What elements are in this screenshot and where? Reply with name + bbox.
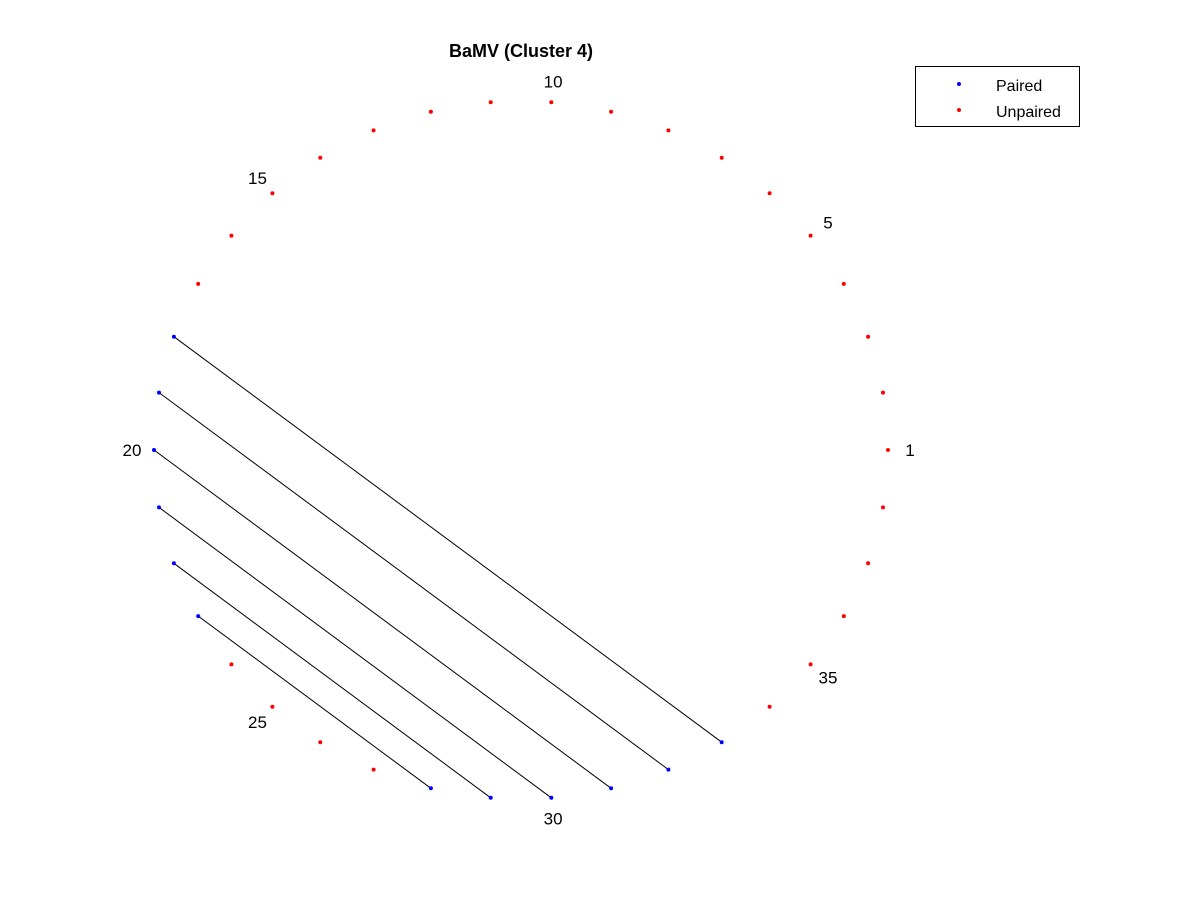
unpaired-point-24 xyxy=(229,662,234,667)
paired-point-28 xyxy=(428,786,433,791)
index-label-10: 10 xyxy=(544,72,563,91)
unpaired-point-11 xyxy=(488,100,493,105)
unpaired-point-37 xyxy=(866,561,871,566)
index-label-1: 1 xyxy=(905,441,914,460)
legend-box xyxy=(915,66,1080,127)
pair-line-21-30 xyxy=(158,506,552,799)
paired-point-33 xyxy=(719,740,724,745)
unpaired-point-34 xyxy=(767,704,772,709)
unpaired-point-26 xyxy=(318,740,323,745)
unpaired-point-25 xyxy=(270,704,275,709)
pair-lines xyxy=(153,336,722,799)
legend: Paired Unpaired xyxy=(915,66,1080,127)
index-label-25: 25 xyxy=(248,713,267,732)
index-label-20: 20 xyxy=(123,441,142,460)
paired-point-18 xyxy=(171,334,176,339)
unpaired-point-9 xyxy=(609,109,614,114)
legend-marker-unpaired xyxy=(957,108,961,112)
unpaired-point-16 xyxy=(229,233,234,238)
index-label-15: 15 xyxy=(248,169,267,188)
unpaired-point-3 xyxy=(866,334,871,339)
pair-line-20-31 xyxy=(153,449,612,789)
unpaired-point-7 xyxy=(719,155,724,160)
legend-label-unpaired: Unpaired xyxy=(996,104,1061,121)
unpaired-point-6 xyxy=(767,191,772,196)
pair-line-22-29 xyxy=(173,562,491,799)
unpaired-point-27 xyxy=(371,767,376,772)
unpaired-point-13 xyxy=(371,128,376,133)
points xyxy=(152,100,890,800)
unpaired-point-17 xyxy=(196,281,201,286)
paired-point-20 xyxy=(152,448,156,452)
paired-point-29 xyxy=(488,795,493,800)
paired-point-19 xyxy=(157,390,161,395)
index-label-35: 35 xyxy=(819,668,838,687)
paired-point-23 xyxy=(196,614,201,619)
unpaired-point-2 xyxy=(881,390,885,395)
unpaired-point-5 xyxy=(808,233,813,238)
unpaired-point-38 xyxy=(881,505,885,510)
unpaired-point-12 xyxy=(428,109,433,114)
unpaired-point-10 xyxy=(549,100,554,105)
paired-point-21 xyxy=(157,505,161,510)
unpaired-point-15 xyxy=(270,191,275,196)
unpaired-point-1 xyxy=(886,448,890,452)
unpaired-point-14 xyxy=(318,155,323,160)
legend-marker-paired xyxy=(957,82,961,86)
legend-label-paired: Paired xyxy=(996,78,1042,95)
unpaired-point-8 xyxy=(666,128,671,133)
paired-point-22 xyxy=(171,561,176,566)
unpaired-point-35 xyxy=(808,662,813,667)
unpaired-point-4 xyxy=(841,281,846,286)
paired-point-30 xyxy=(549,795,554,800)
index-label-30: 30 xyxy=(544,810,563,829)
index-label-5: 5 xyxy=(823,214,832,233)
chart-title: BaMV (Cluster 4) xyxy=(449,41,593,61)
pair-line-19-32 xyxy=(158,392,669,771)
paired-point-32 xyxy=(666,767,671,772)
paired-point-31 xyxy=(609,786,614,791)
pair-line-23-28 xyxy=(197,615,432,789)
unpaired-point-36 xyxy=(841,614,846,619)
pair-line-18-33 xyxy=(173,336,722,743)
